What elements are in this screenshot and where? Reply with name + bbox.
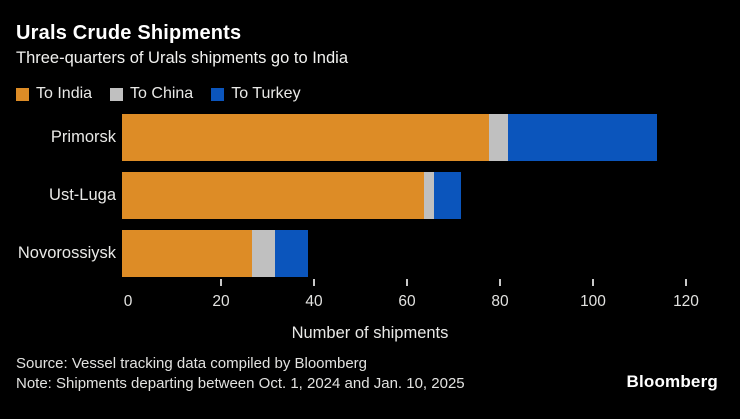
legend-item-label: To India [36,85,93,102]
category-label: Novorossiysk [17,244,116,262]
bar-segment-to-turkey [433,172,462,219]
tick-mark [592,279,594,286]
tick-label: 40 [305,293,323,310]
bar-rows: Primorsk Ust-Luga Novorossiysk [0,114,686,288]
bar-segment-to-turkey [275,230,308,277]
legend: To India To China To Turkey [16,85,301,103]
tick-label: 20 [212,293,230,310]
legend-swatch-icon [211,87,225,101]
bar-track [122,172,680,219]
data-note: Note: Shipments departing between Oct. 1… [16,375,465,392]
tick-label: 120 [673,293,699,310]
bar-track [122,230,680,277]
tick-mark [685,279,687,286]
tick-mark [220,279,222,286]
legend-item: To India [16,85,92,103]
source-note: Source: Vessel tracking data compiled by… [16,355,368,372]
bar-row: Primorsk [0,114,686,161]
legend-item-label: To China [130,85,194,102]
bar-segment-to-india [122,172,425,219]
tick-label: 60 [398,293,416,310]
legend-item: To Turkey [211,85,301,103]
bar-row: Novorossiysk [0,230,686,277]
x-axis-ticks [128,279,687,287]
bar-segment-to-india [122,230,253,277]
tick-label: 80 [491,293,509,310]
bloomberg-logo: Bloomberg [626,372,718,391]
category-label: Ust-Luga [49,186,116,204]
legend-item-label: To Turkey [231,85,301,102]
tick-mark [499,279,501,286]
bar-segment-to-china [424,172,434,219]
x-axis-title: Number of shipments [291,324,449,342]
legend-swatch-icon [16,87,29,101]
tick-mark [406,279,408,286]
bar-segment-to-india [122,114,490,161]
chart-subtitle: Three-quarters of Urals shipments go to … [16,49,348,67]
bar-row: Ust-Luga [0,172,686,219]
bar-track [122,114,680,161]
tick-mark [313,279,315,286]
legend-swatch-icon [110,87,124,101]
x-axis-tick-labels: 0 20 40 60 80 100 120 [124,293,699,313]
bar-segment-to-turkey [507,114,657,161]
tick-label: 0 [123,293,133,310]
category-label: Primorsk [50,128,116,146]
chart-title: Urals Crude Shipments [16,22,242,44]
footer: Source: Vessel tracking data compiled by… [16,354,465,394]
legend-item: To China [110,85,193,103]
bar-segment-to-china [252,230,276,277]
tick-label: 100 [580,293,606,310]
bar-segment-to-china [489,114,508,161]
